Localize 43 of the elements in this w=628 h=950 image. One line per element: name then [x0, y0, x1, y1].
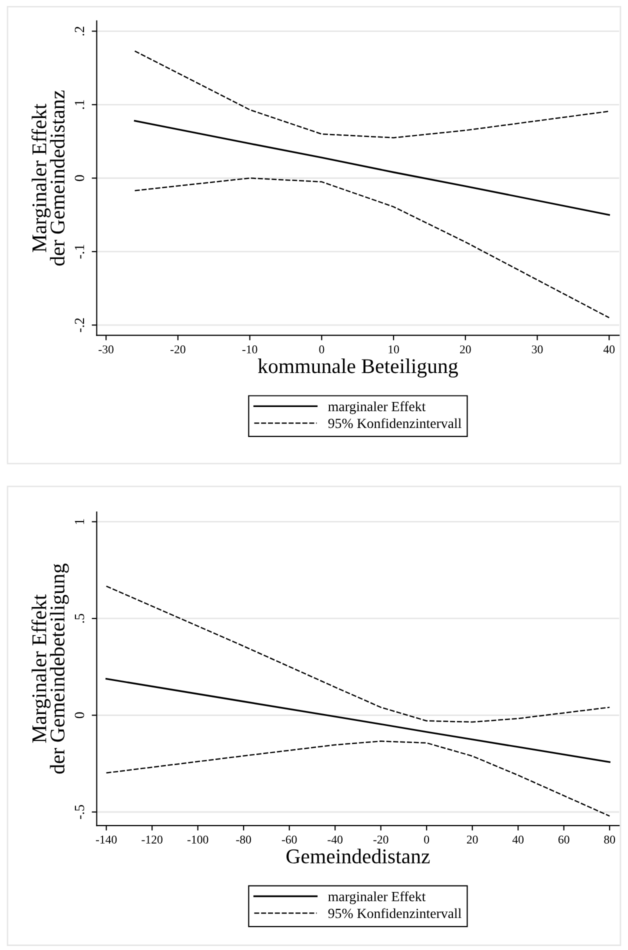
- y-tick-label: .5: [74, 614, 84, 623]
- x-tick-label: 0: [424, 836, 430, 844]
- line-series: [105, 678, 610, 763]
- x-axis-title: Gemeindedistanz: [286, 848, 430, 864]
- x-tick-label: 20: [460, 345, 471, 354]
- y-axis-title: Marginaler Effekt der Gemeindedistanz: [32, 90, 65, 266]
- x-tick-label: 30: [532, 345, 543, 354]
- line-series: [106, 740, 610, 817]
- y-tick-label: 1: [74, 519, 84, 524]
- x-tick-label: -30: [98, 345, 114, 354]
- y-tick-label: .1: [74, 100, 84, 109]
- legend-label: 95% Konfidenzintervall: [328, 908, 462, 918]
- line-series: [134, 50, 610, 138]
- x-tick-label: -80: [236, 836, 251, 844]
- legend-label: 95% Konfidenzintervall: [328, 418, 462, 428]
- x-tick-label: -20: [170, 345, 186, 354]
- x-tick-label: 20: [466, 836, 478, 844]
- y-tick-label: -.1: [74, 244, 84, 259]
- x-tick-label: -60: [282, 836, 297, 844]
- line-series: [134, 120, 610, 216]
- y-axis-title: Marginaler Effekt der Gemeindebeteiligung: [31, 564, 69, 774]
- legend-label: marginaler Effekt: [328, 891, 426, 904]
- x-tick-label: -120: [142, 836, 162, 844]
- x-tick-label: -100: [187, 836, 208, 844]
- x-tick-label: -20: [373, 836, 388, 844]
- x-tick-label: 0: [319, 345, 324, 354]
- y-tick-label: .2: [74, 26, 84, 36]
- legend-label: marginaler Effekt: [328, 401, 426, 414]
- x-tick-label: 80: [604, 836, 616, 844]
- line-series: [106, 586, 610, 723]
- x-tick-label: 40: [512, 836, 524, 844]
- x-tick-label: -40: [328, 836, 342, 844]
- y-tick-label: -.2: [74, 318, 84, 332]
- line-series: [134, 178, 610, 318]
- x-tick-label: 10: [388, 345, 399, 354]
- x-tick-label: 40: [603, 345, 615, 354]
- x-axis-title: kommunale Beteiligung: [258, 358, 458, 378]
- y-tick-label: 0: [74, 712, 84, 718]
- x-tick-label: -10: [242, 345, 258, 354]
- y-tick-label: -.5: [74, 805, 84, 820]
- x-tick-label: -140: [96, 836, 117, 844]
- y-tick-label: 0: [74, 175, 84, 182]
- x-tick-label: 60: [558, 836, 570, 844]
